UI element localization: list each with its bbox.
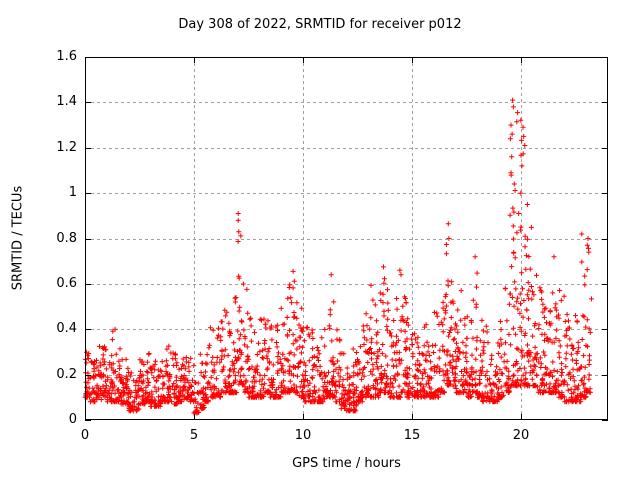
y-tick-label-1.4: 1.4: [56, 94, 77, 109]
x-tick-label-20: 20: [512, 428, 530, 443]
x-tick-label-0: 0: [80, 428, 90, 443]
x-tick-label-10: 10: [294, 428, 312, 443]
y-tick-label-1.2: 1.2: [56, 140, 77, 155]
y-tick-label-0.6: 0.6: [56, 276, 77, 291]
y-tick-label-0: 0: [68, 412, 77, 427]
x-tick-label-5: 5: [189, 428, 199, 443]
y-tick-label-0.8: 0.8: [56, 231, 77, 246]
plot-border: [85, 57, 608, 420]
x-axis-label: GPS time / hours: [292, 456, 401, 471]
y-tick-label-1.6: 1.6: [56, 49, 77, 64]
y-tick-label-0.2: 0.2: [56, 367, 77, 382]
x-tick-label-15: 15: [403, 428, 421, 443]
y-tick-label-1: 1: [68, 185, 77, 200]
chart-title: Day 308 of 2022, SRMTID for receiver p01…: [178, 17, 462, 32]
gridlines: [85, 57, 608, 420]
scatter-points: [82, 97, 594, 416]
y-tick-label-0.4: 0.4: [56, 321, 77, 336]
